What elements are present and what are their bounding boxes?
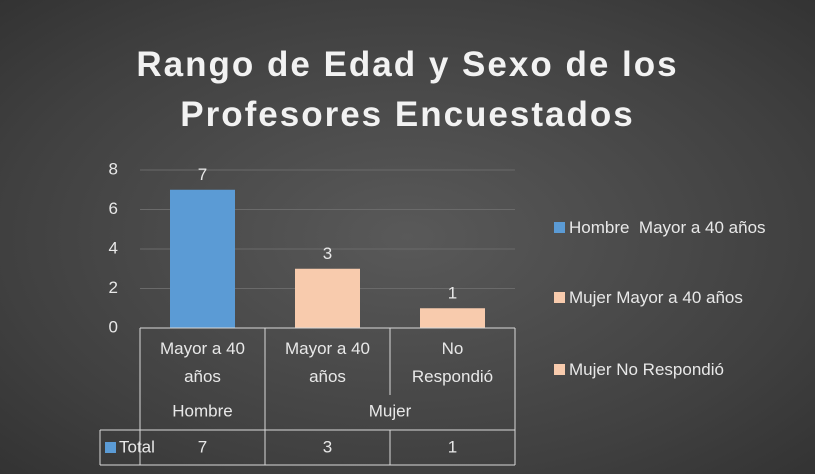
table-series-name: Total [119,437,155,456]
y-tick-label: 8 [109,159,118,178]
legend-label: Hombre Mayor a 40 años [569,218,766,237]
legend-label: Mujer Mayor a 40 años [569,288,743,307]
data-label: 3 [323,244,332,263]
legend-entry: Mujer No Respondió [554,358,794,382]
x-tick-label: Mayor a 40 años [285,339,370,386]
legend-entry: Mujer Mayor a 40 años [554,286,794,310]
table-value: 7 [198,437,207,456]
legend-swatch [554,292,565,303]
bar [170,189,235,328]
table-value: 3 [323,437,332,456]
group-label: Mujer [369,401,412,420]
group-label: Hombre [172,401,232,420]
bar [295,268,360,328]
x-tick-label: Mayor a 40 años [160,339,245,386]
chart-title: Rango de Edad y Sexo de los Profesores E… [136,45,679,134]
table-legend-key [105,442,116,453]
x-tick-label: No Respondió [412,339,493,386]
data-label: 7 [198,165,207,184]
y-tick-label: 2 [109,278,118,297]
legend-swatch [554,222,565,233]
table-value: 1 [448,437,457,456]
legend-label: Mujer No Respondió [569,360,724,379]
data-label: 1 [448,284,457,303]
bar [420,308,485,328]
y-tick-label: 4 [109,238,118,257]
legend-entry: Hombre Mayor a 40 años [554,216,794,240]
y-tick-label: 0 [109,317,118,336]
legend-swatch [554,364,565,375]
y-tick-label: 6 [109,199,118,218]
